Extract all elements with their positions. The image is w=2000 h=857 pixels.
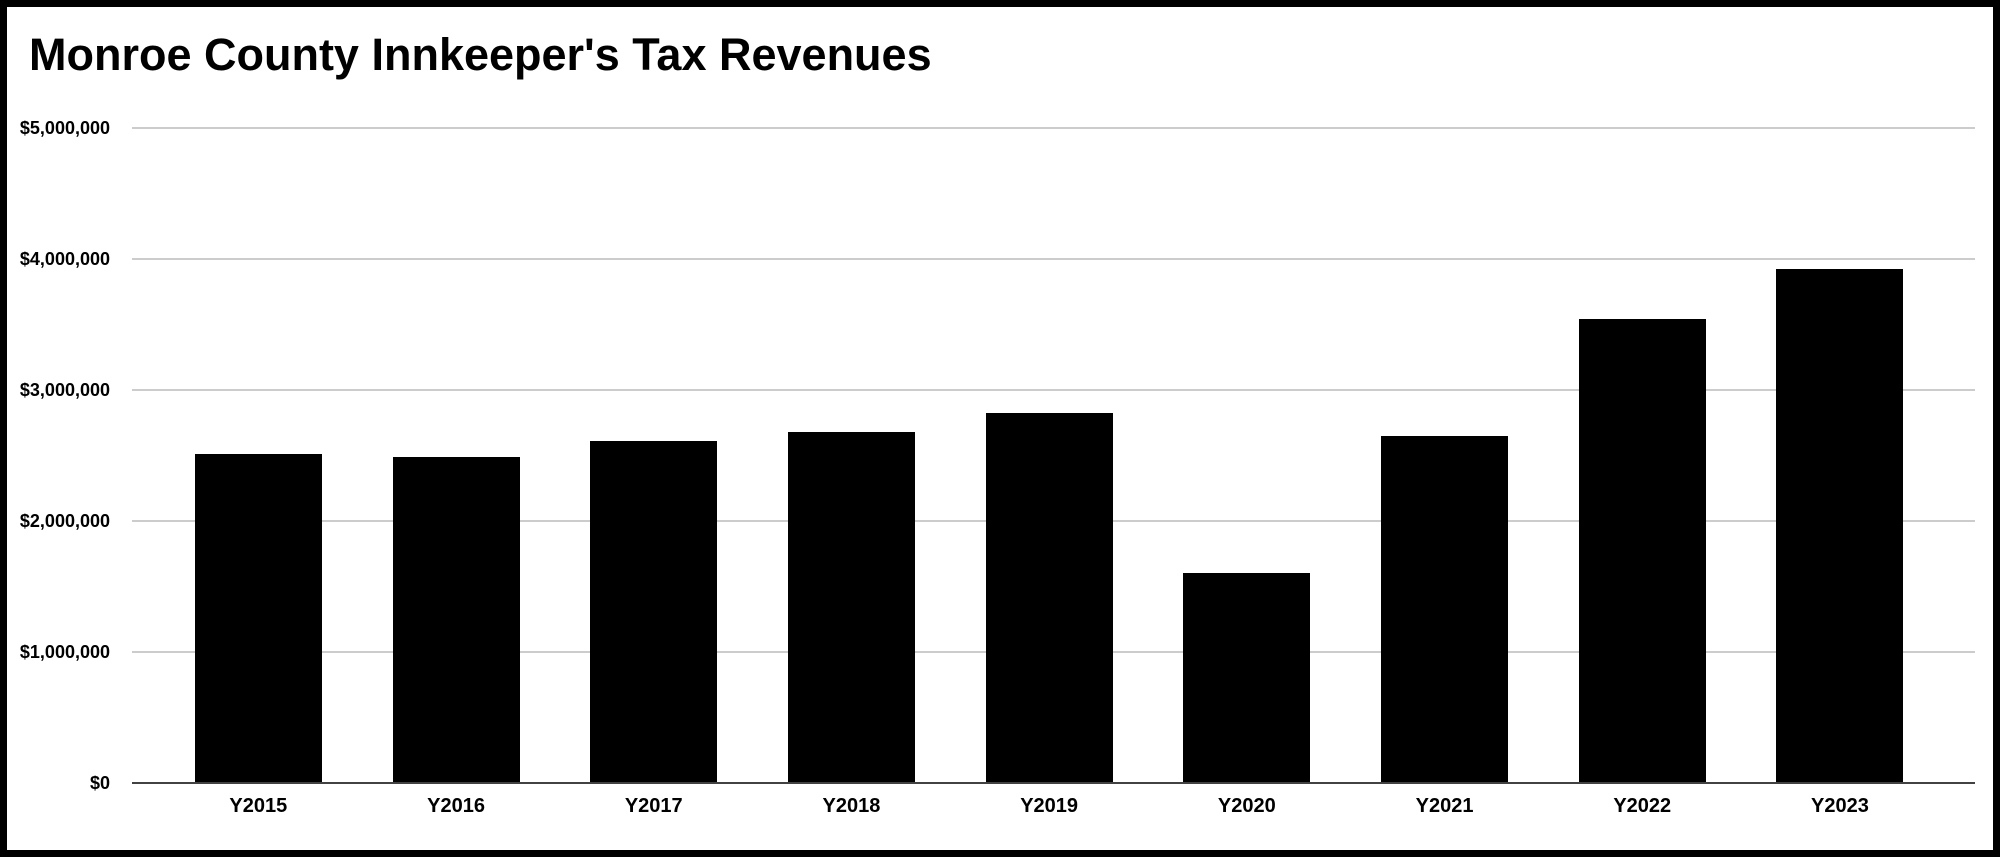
- bar-Y2022: [1578, 318, 1706, 784]
- bar-Y2018: [787, 431, 915, 784]
- bar-Y2020: [1183, 573, 1311, 784]
- y-tick-label: $5,000,000: [19, 117, 110, 138]
- bar-Y2017: [590, 440, 718, 784]
- x-tick-label: Y2017: [624, 795, 683, 817]
- bar-Y2021: [1381, 435, 1509, 784]
- gridline: [132, 388, 1975, 391]
- bar-Y2016: [392, 456, 520, 784]
- x-tick-label: Y2023: [1811, 795, 1869, 817]
- gridline: [132, 126, 1975, 129]
- x-tick-label: Y2022: [1613, 795, 1672, 817]
- y-tick-label: $4,000,000: [19, 248, 110, 269]
- x-tick-label: Y2016: [427, 795, 485, 817]
- y-tick-label: $3,000,000: [19, 379, 110, 400]
- gridline: [132, 257, 1975, 260]
- x-axis-line: [132, 782, 1975, 784]
- y-tick-label: $0: [89, 773, 110, 793]
- x-tick-label: Y2015: [229, 795, 288, 817]
- x-tick-label: Y2021: [1415, 795, 1474, 817]
- chart-title: Monroe County Innkeeper's Tax Revenues: [29, 29, 932, 80]
- bar-Y2023: [1776, 269, 1904, 784]
- x-tick-label: Y2020: [1217, 795, 1276, 817]
- y-tick-label: $2,000,000: [19, 510, 110, 531]
- plot-area: $5,000,000 $4,000,000 $3,000,000 $2,000,000…: [7, 7, 1993, 850]
- x-tick-label: Y2019: [1020, 795, 1079, 817]
- x-tick-label: Y2018: [822, 795, 881, 817]
- y-tick-label: $1,000,000: [19, 641, 110, 662]
- bar-Y2015: [194, 453, 322, 784]
- bar-Y2019: [985, 413, 1113, 784]
